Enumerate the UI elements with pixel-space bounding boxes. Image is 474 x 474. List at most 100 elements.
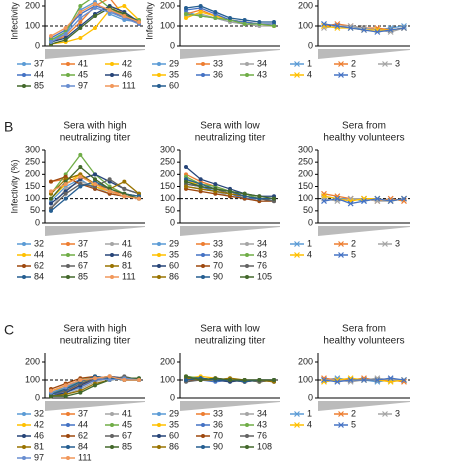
legend-label: 62 bbox=[34, 260, 44, 270]
y-tick-label: 100 bbox=[25, 374, 40, 384]
legend-marker bbox=[22, 275, 26, 279]
legend-marker bbox=[294, 61, 300, 67]
point bbox=[122, 186, 127, 191]
point bbox=[184, 6, 188, 10]
point bbox=[374, 195, 381, 202]
point bbox=[49, 208, 53, 213]
y-tick-label: 100 bbox=[160, 374, 175, 384]
y-tick-label: 150 bbox=[160, 181, 175, 191]
point bbox=[49, 179, 53, 184]
legend-marker bbox=[22, 84, 26, 88]
legend-marker bbox=[245, 434, 249, 438]
legend-label: 1 bbox=[307, 58, 312, 68]
y-tick-label: 0 bbox=[170, 217, 175, 227]
legend-marker bbox=[66, 253, 70, 257]
point bbox=[63, 196, 68, 201]
y-tick-label: 250 bbox=[25, 157, 40, 167]
legend-marker bbox=[110, 264, 114, 268]
dilution-wedge bbox=[180, 226, 280, 236]
point bbox=[49, 40, 53, 44]
point bbox=[63, 383, 68, 388]
legend-label: 4 bbox=[307, 69, 312, 79]
legend-marker bbox=[66, 62, 70, 66]
legend-marker bbox=[245, 253, 249, 257]
point bbox=[321, 21, 327, 27]
legend-label: 60 bbox=[169, 260, 179, 270]
legend-label: 70 bbox=[213, 260, 223, 270]
point bbox=[107, 177, 112, 182]
legend-marker bbox=[201, 62, 205, 66]
point bbox=[122, 179, 127, 184]
point bbox=[122, 4, 127, 8]
y-tick-label: 0 bbox=[35, 392, 40, 402]
legend-marker bbox=[294, 252, 300, 258]
legend-label: 46 bbox=[122, 249, 132, 259]
legend-label: 41 bbox=[78, 58, 88, 68]
legend-marker bbox=[245, 264, 249, 268]
point bbox=[78, 165, 83, 170]
point bbox=[213, 16, 218, 20]
point bbox=[63, 38, 68, 42]
chart-title: neutralizing titer bbox=[60, 133, 131, 144]
legend-label: 43 bbox=[257, 249, 267, 259]
point bbox=[401, 25, 407, 31]
point bbox=[49, 201, 53, 206]
point bbox=[107, 374, 112, 379]
legend-marker bbox=[22, 264, 26, 268]
point bbox=[347, 377, 354, 383]
legend-label: 37 bbox=[34, 58, 44, 68]
point bbox=[213, 182, 218, 187]
legend-label: 44 bbox=[34, 249, 44, 259]
legend-label: 105 bbox=[257, 271, 272, 281]
legend-label: 29 bbox=[169, 58, 179, 68]
point bbox=[78, 152, 83, 157]
point bbox=[198, 184, 203, 189]
point bbox=[321, 190, 327, 197]
legend-marker bbox=[22, 456, 26, 460]
point bbox=[93, 172, 97, 177]
legend-label: 4 bbox=[307, 419, 312, 429]
point bbox=[184, 184, 188, 189]
point bbox=[374, 377, 381, 383]
point bbox=[321, 193, 327, 200]
chart-title: Sera with high bbox=[63, 324, 126, 335]
legend-label: 41 bbox=[122, 408, 132, 418]
legend-label: 42 bbox=[122, 58, 132, 68]
legend-marker bbox=[110, 242, 114, 246]
point bbox=[198, 14, 203, 18]
legend-label: 67 bbox=[78, 260, 88, 270]
point bbox=[137, 20, 141, 24]
legend-marker bbox=[338, 411, 344, 417]
legend-marker bbox=[201, 73, 205, 77]
point bbox=[122, 14, 127, 18]
legend-label: 108 bbox=[257, 441, 272, 451]
y-tick-label: 300 bbox=[25, 144, 40, 154]
point bbox=[93, 2, 97, 6]
point bbox=[78, 174, 83, 179]
legend-marker bbox=[338, 252, 344, 258]
y-tick-label: 50 bbox=[165, 205, 175, 215]
legend-label: 43 bbox=[257, 69, 267, 79]
y-tick-label: 0 bbox=[170, 392, 175, 402]
point bbox=[107, 378, 112, 382]
point bbox=[184, 378, 188, 382]
legend-label: 35 bbox=[169, 249, 179, 259]
legend-label: 4 bbox=[307, 249, 312, 259]
y-tick-label: 200 bbox=[160, 169, 175, 179]
point bbox=[272, 378, 276, 382]
legend-marker bbox=[110, 445, 114, 449]
point bbox=[272, 20, 276, 24]
point bbox=[78, 378, 83, 382]
legend-label: 2 bbox=[351, 58, 356, 68]
legend-label: 90 bbox=[213, 441, 223, 451]
legend-marker bbox=[157, 62, 161, 66]
point bbox=[387, 198, 394, 205]
legend-marker bbox=[66, 275, 70, 279]
chart-title: healthy volunteers bbox=[323, 336, 404, 347]
dilution-wedge bbox=[45, 226, 145, 236]
y-tick-label: 0 bbox=[308, 217, 313, 227]
y-tick-label: 100 bbox=[160, 20, 175, 30]
legend-marker bbox=[245, 275, 249, 279]
legend-label: 5 bbox=[351, 69, 356, 79]
